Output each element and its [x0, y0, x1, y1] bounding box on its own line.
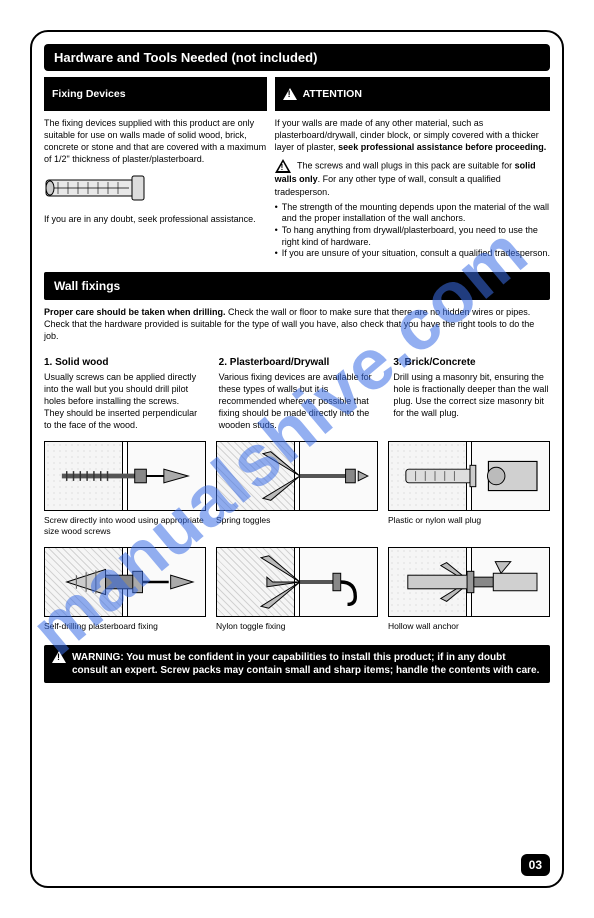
illus-wood-screw [44, 441, 206, 511]
item-2-title: 2. Plasterboard/Drywall [219, 357, 376, 368]
fixing-devices-heading: Fixing Devices [44, 77, 267, 111]
illus-spring-toggle [216, 441, 378, 511]
caption-2: Spring toggles [216, 515, 378, 536]
caption-1: Screw directly into wood using appropria… [44, 515, 206, 536]
caption-4: Self-drilling plasterboard fixing [44, 621, 206, 632]
attention-text: If your walls are made of any other mate… [275, 117, 550, 153]
item-3-body: Drill using a masonry bit, ensuring the … [393, 371, 550, 420]
caption-row-2: Self-drilling plasterboard fixing Nylon … [44, 617, 550, 632]
caption-6: Hollow wall anchor [388, 621, 550, 632]
caption-row-1: Screw directly into wood using appropria… [44, 511, 550, 536]
page-frame: Hardware and Tools Needed (not included)… [30, 30, 564, 888]
fixing-devices-text: The fixing devices supplied with this pr… [44, 117, 267, 166]
item-2-body: Various fixing devices are available for… [219, 371, 376, 432]
illus-hollow-anchor [388, 547, 550, 617]
illus-nylon-toggle [216, 547, 378, 617]
illus-wall-plug [388, 441, 550, 511]
wall-fixings-heading: Wall fixings [44, 272, 550, 300]
attention-bullets: The strength of the mounting depends upo… [275, 202, 550, 260]
page-number: 03 [521, 854, 550, 876]
item-3-title: 3. Brick/Concrete [393, 357, 550, 368]
item-1-body: Usually screws can be applied directly i… [44, 371, 201, 432]
caption-5: Nylon toggle fixing [216, 621, 378, 632]
wall-types-row: 1. Solid wood Usually screws can be appl… [44, 349, 550, 432]
warning-icon [283, 88, 297, 100]
warning-icon [52, 651, 66, 663]
item-1-title: 1. Solid wood [44, 357, 201, 368]
illus-self-drill [44, 547, 206, 617]
wall-fixings-intro: Proper care should be taken when drillin… [44, 306, 550, 342]
footer-warning-text: WARNING: You must be confident in your c… [72, 651, 542, 677]
fixing-illustrations-row-1 [44, 441, 550, 511]
attention-label: ATTENTION [303, 88, 362, 100]
attention-heading: ATTENTION [275, 77, 550, 111]
warning-icon [275, 159, 291, 173]
page-title: Hardware and Tools Needed (not included) [44, 44, 550, 71]
fixing-illustrations-row-2 [44, 547, 550, 617]
caption-3: Plastic or nylon wall plug [388, 515, 550, 536]
wall-plug-illustration [44, 174, 267, 207]
two-column-header: Fixing Devices The fixing devices suppli… [44, 77, 550, 260]
footer-warning: WARNING: You must be confident in your c… [44, 645, 550, 683]
attention-solid-walls: The screws and wall plugs in this pack a… [275, 159, 550, 197]
fixing-devices-side-text: If you are in any doubt, seek profession… [44, 213, 267, 225]
